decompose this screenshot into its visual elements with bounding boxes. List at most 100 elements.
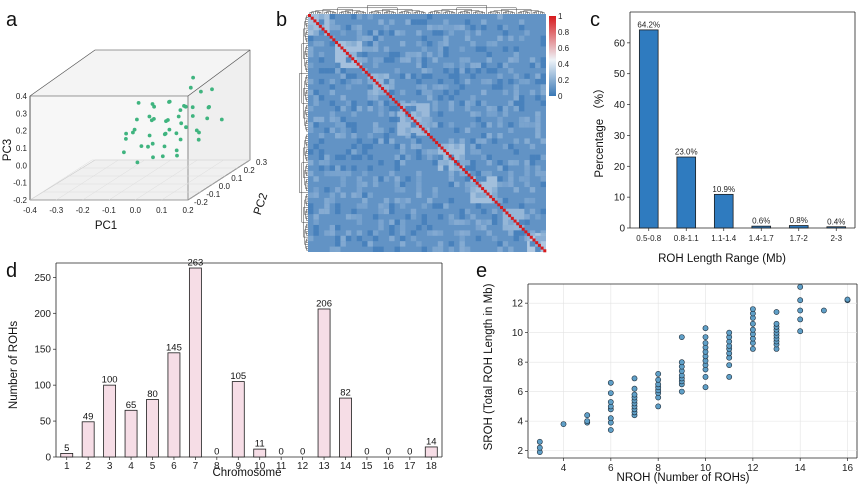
heatmap-cell <box>362 181 368 188</box>
heatmap-cell <box>356 203 363 209</box>
heatmap-cell <box>421 149 427 155</box>
heatmap-cell <box>502 111 509 117</box>
heatmap-cell <box>464 165 471 171</box>
heatmap-cell <box>475 149 482 155</box>
heatmap-cell <box>318 41 325 47</box>
heatmap-cell <box>308 235 314 242</box>
heatmap-cell <box>372 46 379 52</box>
heatmap-cell <box>308 149 314 155</box>
heatmap-cell <box>497 24 503 31</box>
heatmap-cell <box>502 30 509 36</box>
pca-point <box>210 87 214 92</box>
heatmap-cell <box>367 165 373 171</box>
heatmap-cell <box>454 181 460 188</box>
heatmap-cell <box>335 208 341 215</box>
heatmap-cell <box>329 89 336 96</box>
heatmap-cell <box>448 24 455 31</box>
heatmap-cell <box>405 154 411 161</box>
heatmap-cell <box>486 133 492 139</box>
heatmap-cell <box>497 84 503 90</box>
heatmap-cell <box>475 30 482 36</box>
heatmap-cell <box>437 154 444 161</box>
heatmap-cell <box>432 246 438 252</box>
heatmap-diagonal-cell <box>424 130 428 134</box>
nroh-sroh-point <box>750 320 756 327</box>
heatmap-cell <box>459 154 465 161</box>
heatmap-cell <box>329 127 336 133</box>
heatmap-cell <box>513 95 519 101</box>
roh-length-y-tick-label: 10 <box>614 193 626 204</box>
heatmap-cell <box>340 176 346 182</box>
heatmap-cell <box>345 41 352 47</box>
heatmap-cell <box>329 170 336 177</box>
pca-point <box>147 114 152 119</box>
colorbar-tick-label: 0.2 <box>558 76 570 85</box>
heatmap-cell <box>351 14 357 20</box>
heatmap-cell <box>340 30 346 36</box>
heatmap-cell <box>329 224 336 231</box>
nroh-sroh-point <box>607 399 614 405</box>
heatmap-diagonal-cell <box>494 200 498 204</box>
nroh-sroh-point <box>702 340 709 346</box>
heatmap-cell <box>443 68 449 74</box>
heatmap-cell <box>459 208 465 215</box>
heatmap-cell <box>491 187 498 193</box>
heatmap-cell <box>410 133 417 139</box>
heatmap-cell <box>497 14 503 20</box>
heatmap-cell <box>497 197 503 204</box>
heatmap-cell <box>481 62 487 69</box>
heatmap-diagonal-cell <box>326 32 330 36</box>
heatmap-cell <box>421 246 427 252</box>
pca-z-label: PC3 <box>2 139 14 161</box>
heatmap-cell <box>383 133 390 139</box>
heatmap-cell <box>470 24 476 31</box>
heatmap-cell <box>508 230 514 236</box>
heatmap-cell <box>351 192 357 198</box>
heatmap-diagonal-cell <box>508 214 512 218</box>
heatmap-cell <box>540 154 546 161</box>
roh-chromosome-bar-label: 100 <box>102 375 118 386</box>
heatmap-cell <box>383 100 390 106</box>
heatmap-cell <box>367 133 373 139</box>
heatmap-cell <box>508 68 514 74</box>
heatmap-cell <box>394 116 400 123</box>
heatmap-cell <box>529 62 536 69</box>
heatmap-cell <box>340 127 346 133</box>
heatmap-cell <box>394 181 400 188</box>
heatmap-cell <box>335 235 341 242</box>
heatmap-cell <box>459 57 465 63</box>
heatmap-cell <box>502 24 509 31</box>
heatmap-cell <box>378 138 384 144</box>
heatmap-cell <box>416 181 422 188</box>
heatmap-cell <box>356 176 363 182</box>
heatmap-cell <box>329 246 336 252</box>
heatmap-cell <box>475 143 482 150</box>
heatmap-cell <box>529 143 536 150</box>
heatmap-cell <box>486 105 492 112</box>
heatmap-cell <box>340 241 346 247</box>
heatmap-diagonal-cell <box>372 78 376 82</box>
nroh-sroh-point <box>773 320 780 327</box>
nroh-sroh-point <box>655 403 662 410</box>
roh-length-y-tick-label: 20 <box>614 162 626 173</box>
heatmap-cell <box>345 235 352 242</box>
heatmap-cell <box>399 41 406 47</box>
heatmap-cell <box>454 68 460 74</box>
heatmap-cell <box>470 100 476 106</box>
heatmap-cell <box>313 214 319 220</box>
heatmap-cell <box>459 160 465 166</box>
heatmap-diagonal-cell <box>537 243 541 247</box>
heatmap-cell <box>513 89 519 96</box>
heatmap-cell <box>464 19 471 25</box>
heatmap-cell <box>367 154 373 161</box>
roh-length-bar-label: 0.8% <box>790 216 808 225</box>
roh-chromosome-x-tick-label: 18 <box>426 461 438 472</box>
heatmap-cell <box>432 100 438 106</box>
heatmap-cell <box>475 203 482 209</box>
pca-point <box>174 148 179 153</box>
heatmap-cell <box>318 78 325 85</box>
heatmap-cell <box>508 219 514 225</box>
heatmap-cell <box>481 89 487 96</box>
heatmap-cell <box>508 246 514 252</box>
heatmap-cell <box>427 149 433 155</box>
